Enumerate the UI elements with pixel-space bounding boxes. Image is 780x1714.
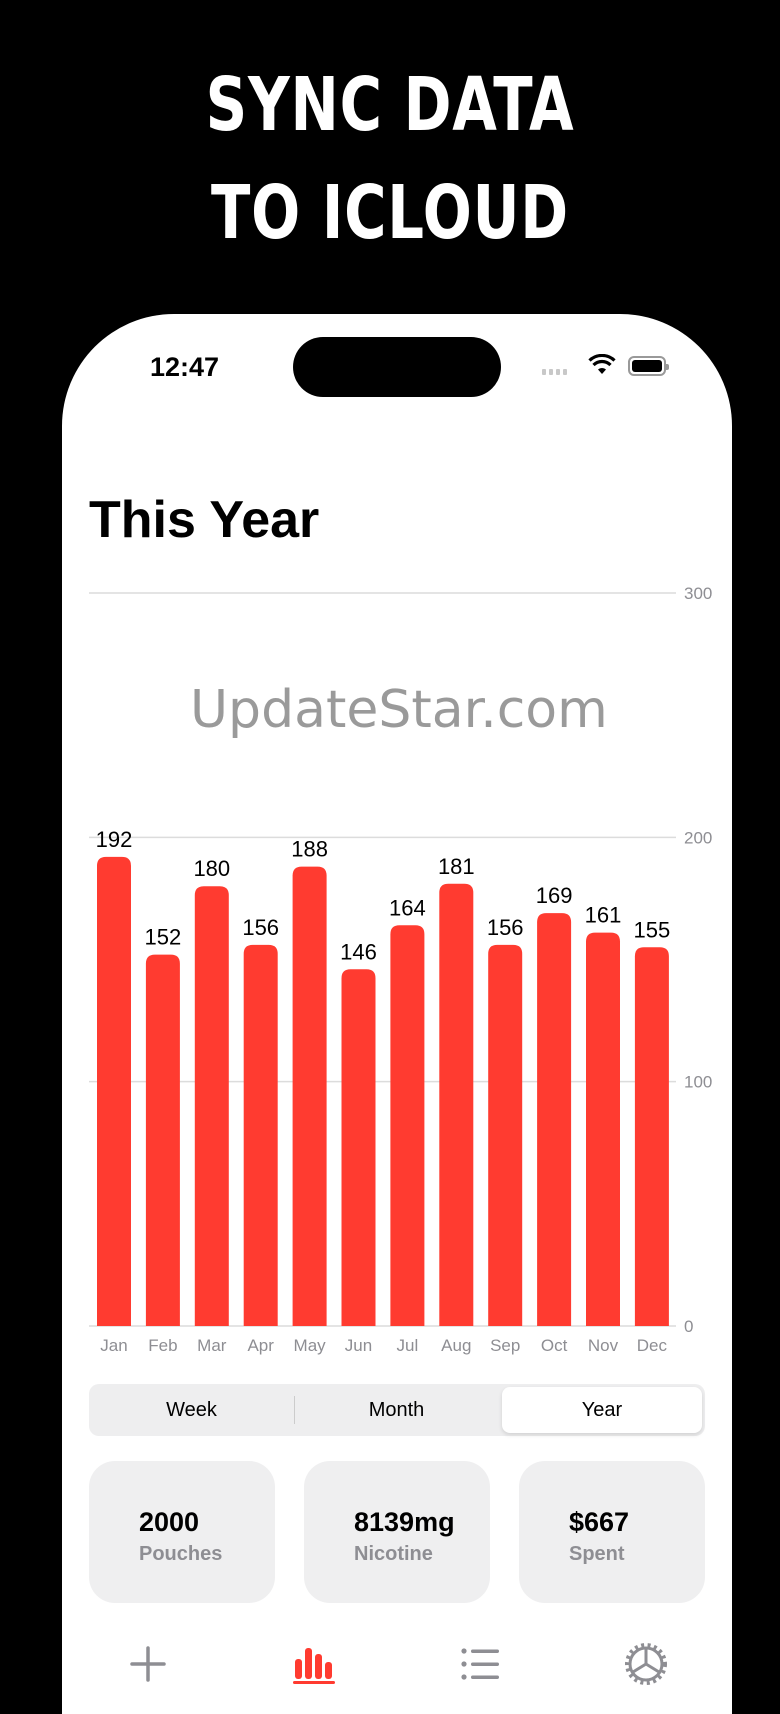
bar-sep — [488, 944, 523, 1326]
x-tick-label: Nov — [588, 1336, 619, 1355]
x-tick-label: Dec — [637, 1336, 668, 1355]
data-label: 146 — [340, 939, 377, 964]
data-label: 155 — [634, 917, 671, 942]
period-segmented-control[interactable]: Week Month Year — [89, 1384, 705, 1436]
bar-may — [292, 866, 327, 1326]
battery-icon — [628, 356, 669, 376]
data-label: 161 — [585, 903, 622, 928]
stat-label: Nicotine — [354, 1543, 433, 1565]
bar-jan — [97, 856, 131, 1326]
bar-oct — [537, 913, 572, 1326]
y-tick-label: 200 — [684, 828, 712, 847]
y-tick-label: 300 — [684, 584, 712, 603]
bar-jun — [341, 969, 376, 1326]
data-label: 192 — [96, 827, 133, 852]
stat-card-pouches: 2000 Pouches — [89, 1461, 275, 1603]
cellular-signal-icon — [542, 369, 567, 375]
gear-icon[interactable] — [624, 1642, 668, 1686]
stat-label: Pouches — [139, 1543, 223, 1565]
segment-month[interactable]: Month — [368, 1399, 425, 1421]
chart-bar-icon[interactable] — [292, 1642, 336, 1686]
segment-week[interactable]: Week — [166, 1399, 217, 1421]
data-label: 152 — [145, 925, 182, 950]
segment-divider — [294, 1396, 295, 1424]
data-label: 188 — [291, 837, 328, 862]
bar-chart: 0 100 200 300 192 Jan 152 Feb 180 Mar 156 Apr 188 May… — [89, 584, 712, 1355]
x-tick-label: Sep — [490, 1336, 520, 1355]
data-label: 169 — [536, 883, 573, 908]
data-label: 156 — [242, 915, 279, 940]
x-tick-label: Mar — [197, 1336, 227, 1355]
promo-headline-line2: TO ICLOUD — [211, 170, 569, 256]
dynamic-island — [293, 337, 501, 397]
bar-nov — [586, 932, 620, 1326]
stat-label: Spent — [569, 1543, 625, 1565]
promo-headline-line1: SYNC DATA — [205, 62, 575, 148]
data-label: 181 — [438, 854, 475, 879]
x-tick-label: May — [294, 1336, 327, 1355]
x-tick-label: Jan — [100, 1336, 127, 1355]
phone-screen: 12:47 This Year 0 100 200 300 192 Jan 152 Feb 18… — [62, 314, 732, 1714]
y-tick-label: 100 — [684, 1073, 712, 1092]
list-icon[interactable] — [458, 1642, 502, 1686]
segment-year[interactable]: Year — [502, 1387, 702, 1433]
y-tick-label: 0 — [684, 1317, 693, 1336]
bar-mar — [194, 886, 229, 1326]
stat-card-spent: $667 Spent — [519, 1461, 705, 1603]
stat-value: $667 — [569, 1507, 630, 1537]
bar-jul — [390, 925, 425, 1326]
status-time: 12:47 — [150, 352, 220, 382]
stat-value: 8139mg — [354, 1507, 455, 1537]
x-tick-label: Apr — [247, 1336, 274, 1355]
bar-aug — [439, 883, 474, 1326]
bar-feb — [145, 954, 180, 1326]
data-label: 164 — [389, 895, 426, 920]
plus-icon[interactable] — [126, 1642, 170, 1686]
x-tick-label: Aug — [441, 1336, 471, 1355]
x-tick-label: Feb — [148, 1336, 177, 1355]
data-label: 156 — [487, 915, 524, 940]
x-tick-label: Jun — [345, 1336, 372, 1355]
stat-value: 2000 — [139, 1507, 200, 1537]
x-tick-label: Oct — [541, 1336, 568, 1355]
page-title: This Year — [89, 491, 320, 549]
bar-apr — [243, 944, 278, 1326]
x-tick-label: Jul — [397, 1336, 419, 1355]
bar-dec — [634, 947, 669, 1326]
wifi-icon — [588, 354, 616, 374]
data-label: 180 — [193, 856, 230, 881]
stat-card-nicotine: 8139mg Nicotine — [304, 1461, 490, 1603]
